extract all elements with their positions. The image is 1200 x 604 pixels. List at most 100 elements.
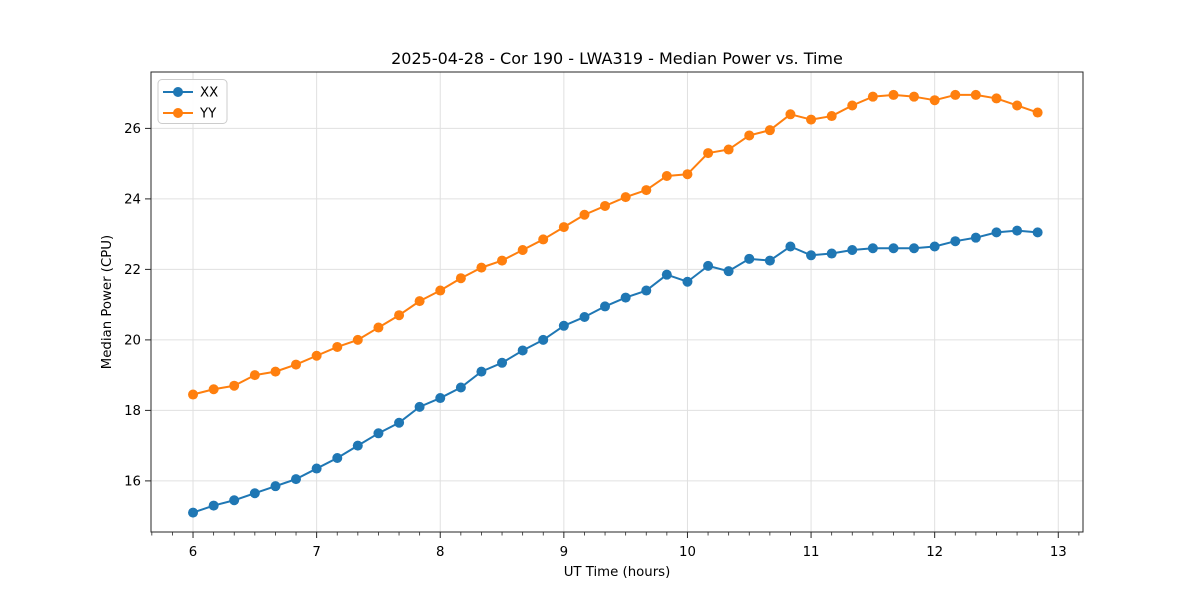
series-marker-YY: [867, 91, 878, 102]
series-marker-YY: [661, 170, 672, 181]
axes-frame: [150, 71, 1084, 533]
series-marker-XX: [229, 495, 240, 506]
series-marker-YY: [744, 130, 755, 141]
x-tick-label: 9: [560, 545, 568, 560]
chart-title: 2025-04-28 - Cor 190 - LWA319 - Median P…: [391, 49, 843, 68]
series-marker-XX: [538, 334, 549, 345]
y-tick-label: 20: [124, 333, 141, 348]
y-tick-label: 26: [124, 122, 141, 137]
series-marker-XX: [352, 440, 363, 451]
series-marker-XX: [600, 301, 611, 312]
series-marker-YY: [394, 310, 405, 321]
series-marker-YY: [888, 89, 899, 100]
y-tick-label: 24: [124, 192, 141, 207]
series-marker-XX: [847, 245, 858, 256]
y-tick-label: 18: [124, 404, 141, 419]
series-marker-YY: [455, 273, 466, 284]
series-marker-YY: [414, 296, 425, 307]
series-marker-XX: [620, 292, 631, 303]
series-layer: [188, 89, 1043, 518]
series-marker-YY: [909, 91, 920, 102]
series-marker-YY: [579, 209, 590, 220]
series-marker-XX: [970, 232, 981, 243]
series-marker-XX: [764, 255, 775, 266]
series-marker-YY: [970, 89, 981, 100]
legend: XX YY: [157, 79, 228, 124]
axes-layer: 6 7 8 9 10 11 12 13 16 18 20 22 24 26: [124, 71, 1084, 560]
series-marker-YY: [620, 192, 631, 203]
series-marker-XX: [249, 488, 260, 499]
series-marker-YY: [558, 222, 569, 233]
series-marker-XX: [517, 345, 528, 356]
series-marker-YY: [1032, 107, 1043, 118]
series-marker-YY: [703, 148, 714, 159]
y-tick-label: 16: [124, 474, 141, 489]
series-marker-YY: [497, 255, 508, 266]
series-marker-YY: [208, 384, 219, 395]
series-marker-YY: [682, 169, 693, 180]
series-marker-YY: [476, 262, 487, 273]
x-tick-label: 10: [679, 545, 696, 560]
series-marker-YY: [270, 366, 281, 377]
series-marker-XX: [579, 311, 590, 322]
series-marker-YY: [249, 370, 260, 381]
series-marker-YY: [929, 95, 940, 106]
series-marker-XX: [723, 266, 734, 277]
series-marker-YY: [806, 114, 817, 125]
series-marker-YY: [600, 200, 611, 211]
x-tick-label: 11: [803, 545, 820, 560]
series-marker-XX: [661, 269, 672, 280]
grid-layer: [151, 72, 1083, 532]
series-marker-XX: [703, 260, 714, 271]
series-marker-YY: [723, 144, 734, 155]
y-axis-label: Median Power (CPU): [100, 235, 115, 369]
series-marker-XX: [332, 452, 343, 463]
series-marker-XX: [641, 285, 652, 296]
y-tick-label: 22: [124, 263, 141, 278]
series-marker-XX: [455, 382, 466, 393]
series-marker-XX: [476, 366, 487, 377]
series-marker-XX: [188, 507, 199, 518]
series-marker-YY: [764, 125, 775, 136]
series-marker-YY: [826, 111, 837, 122]
series-marker-YY: [373, 322, 384, 333]
series-marker-YY: [188, 389, 199, 400]
series-marker-YY: [311, 350, 322, 361]
series-marker-XX: [270, 481, 281, 492]
series-marker-XX: [311, 463, 322, 474]
series-marker-YY: [538, 234, 549, 245]
series-marker-XX: [682, 276, 693, 287]
series-marker-XX: [497, 357, 508, 368]
x-tick-label: 12: [926, 545, 943, 560]
series-marker-YY: [785, 109, 796, 120]
series-marker-XX: [991, 227, 1002, 238]
x-axis-label: UT Time (hours): [564, 565, 671, 580]
series-marker-XX: [1032, 227, 1043, 238]
series-marker-XX: [806, 250, 817, 261]
series-marker-YY: [847, 100, 858, 111]
series-marker-XX: [826, 248, 837, 259]
series-marker-XX: [909, 243, 920, 254]
x-tick-label: 8: [436, 545, 444, 560]
legend-label-XX: XX: [200, 86, 218, 101]
series-marker-XX: [373, 428, 384, 439]
series-marker-XX: [414, 401, 425, 412]
series-marker-XX: [929, 241, 940, 252]
series-marker-XX: [785, 241, 796, 252]
series-marker-YY: [517, 245, 528, 256]
series-marker-XX: [1012, 225, 1023, 236]
series-marker-YY: [1012, 100, 1023, 111]
x-tick-label: 13: [1050, 545, 1067, 560]
series-marker-YY: [641, 185, 652, 196]
series-marker-YY: [290, 359, 301, 370]
series-marker-YY: [332, 341, 343, 352]
series-marker-XX: [290, 474, 301, 485]
legend-marker-XX: [173, 87, 183, 97]
x-tick-label: 7: [312, 545, 320, 560]
series-marker-YY: [991, 93, 1002, 104]
series-marker-YY: [435, 285, 446, 296]
series-marker-XX: [950, 236, 961, 247]
series-marker-XX: [435, 393, 446, 404]
